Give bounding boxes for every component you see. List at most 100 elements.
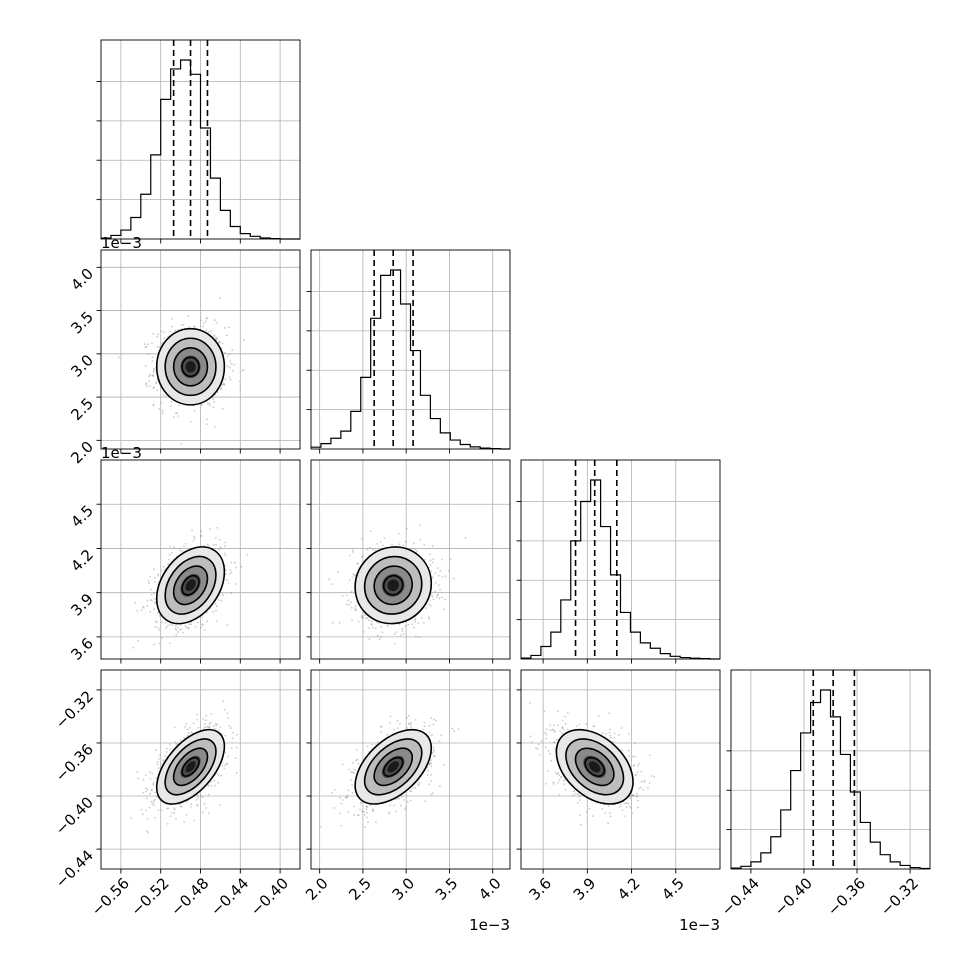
- y-tick-label: 2.0: [67, 438, 97, 468]
- scatter-point: [216, 772, 219, 775]
- contour-line-2: [373, 747, 414, 787]
- scatter-point: [608, 712, 611, 715]
- scatter-point: [168, 624, 171, 626]
- scatter-point: [531, 741, 533, 744]
- scatter-point: [631, 812, 634, 814]
- scatter-point: [140, 808, 143, 811]
- scatter-point: [609, 736, 612, 739]
- scatter-point: [427, 616, 430, 619]
- scatter-point: [220, 599, 223, 602]
- scatter-point: [234, 561, 236, 564]
- scatter-point: [393, 804, 395, 807]
- scatter-point: [634, 755, 636, 758]
- scatter-point: [345, 796, 347, 799]
- scatter-point: [215, 609, 217, 612]
- contour-line-2: [172, 747, 209, 787]
- scatter-point: [186, 734, 189, 737]
- scatter-point: [231, 349, 234, 352]
- scatter-point: [413, 626, 415, 629]
- scatter-point: [216, 723, 219, 725]
- scatter-point: [358, 814, 360, 817]
- scatter-point: [360, 616, 363, 618]
- scatter-point: [160, 330, 163, 333]
- scatter-point: [213, 401, 216, 403]
- scatter-point: [156, 335, 159, 338]
- scatter-point: [183, 737, 186, 739]
- scatter-point: [227, 717, 230, 720]
- density-fill-5: [588, 761, 601, 773]
- scatter-point: [337, 571, 339, 573]
- scatter-point: [365, 617, 367, 620]
- scatter-point: [431, 576, 434, 578]
- scatter-point: [424, 800, 426, 803]
- scatter-point: [137, 640, 139, 642]
- scatter-point: [187, 732, 190, 735]
- scatter-point: [145, 383, 147, 386]
- scatter-point: [371, 810, 374, 813]
- scatter-point: [328, 578, 330, 580]
- scatter-point: [206, 317, 209, 319]
- scatter-point: [152, 404, 155, 407]
- scatter-point: [157, 626, 159, 629]
- scatter-point: [545, 728, 548, 731]
- scatter-point: [553, 741, 555, 744]
- scatter-point: [613, 732, 616, 735]
- scatter-point: [414, 618, 416, 621]
- scatter-point: [361, 538, 363, 540]
- scatter-point: [227, 755, 230, 758]
- scatter-point: [184, 625, 187, 627]
- scatter-point: [418, 636, 420, 639]
- scatter-point: [348, 604, 350, 606]
- scatter-point: [609, 728, 611, 731]
- scatter-point: [175, 818, 177, 820]
- scatter-point: [432, 598, 435, 601]
- scatter-point: [423, 621, 425, 624]
- scatter-point: [354, 769, 356, 771]
- scatter-point: [168, 553, 171, 556]
- scatter-point: [219, 546, 222, 548]
- scatter-point: [173, 726, 176, 729]
- scatter-point: [216, 605, 218, 608]
- scatter-point: [621, 809, 624, 812]
- scatter-point: [213, 779, 216, 782]
- scatter-point: [410, 790, 413, 793]
- scatter-point: [169, 405, 172, 408]
- scatter-point: [199, 535, 202, 537]
- scatter-point: [429, 762, 432, 765]
- scatter-point: [224, 541, 227, 544]
- scatter-point: [561, 726, 564, 729]
- contour-line-2: [373, 565, 414, 606]
- scatter-point: [192, 539, 195, 542]
- scatter-point: [427, 769, 430, 772]
- scatter-point: [146, 817, 149, 820]
- scatter-point: [592, 725, 595, 728]
- scatter-point: [400, 804, 402, 807]
- scatter-point: [157, 573, 160, 576]
- scatter-point: [627, 733, 630, 735]
- histogram-step: [521, 479, 720, 660]
- scatter-point: [214, 336, 217, 339]
- scatter-point: [351, 784, 353, 786]
- scatter-point: [437, 593, 439, 596]
- scatter-point: [416, 550, 418, 552]
- scatter-point: [223, 383, 226, 386]
- scatter-point: [230, 747, 233, 750]
- scatter-point: [350, 601, 352, 604]
- scatter-point: [635, 792, 638, 795]
- scatter-point: [157, 574, 160, 577]
- scatter-point: [142, 791, 145, 794]
- contour-line-4: [155, 327, 226, 406]
- scatter-point: [193, 409, 196, 412]
- scatter-point: [161, 409, 164, 412]
- y-axis-labels-row-4: −0.44 −0.40 −0.36 −0.32: [52, 687, 97, 891]
- scatter-point: [174, 627, 177, 630]
- scatter-point: [401, 796, 403, 798]
- scatter-point: [196, 804, 199, 806]
- scatter-point: [229, 378, 232, 381]
- scatter-point: [407, 623, 410, 626]
- y-tick-label: 3.9: [67, 590, 97, 620]
- scatter-point: [228, 725, 231, 727]
- scatter-point: [613, 736, 616, 739]
- scatter-point: [187, 315, 190, 317]
- scatter-point: [353, 772, 355, 774]
